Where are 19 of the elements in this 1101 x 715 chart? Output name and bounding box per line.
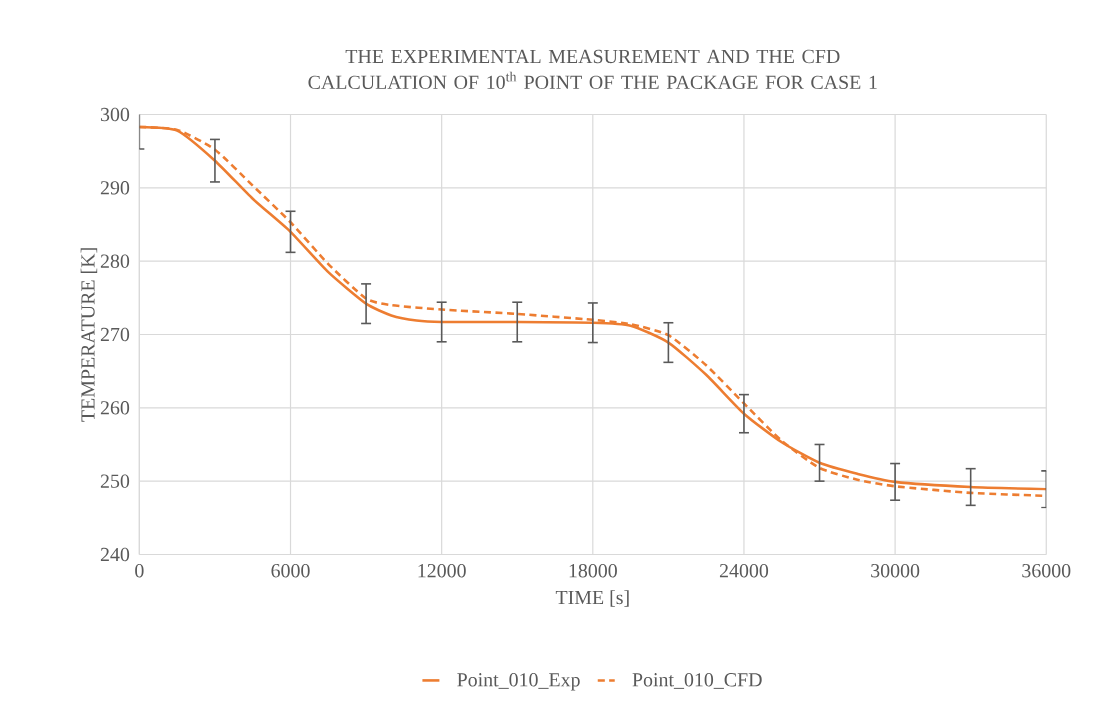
y-tick-label: 280 <box>100 254 130 268</box>
x-tick-label: 30000 <box>871 564 920 578</box>
x-tick-label: 0 <box>135 564 144 578</box>
x-axis-title: TIME [s] <box>555 590 629 607</box>
y-tick-label: 300 <box>100 107 130 122</box>
legend-label: Point_010_CFD <box>632 673 762 689</box>
y-tick-label: 250 <box>100 474 130 488</box>
x-tick-label: 12000 <box>418 564 466 578</box>
x-tick-label: 24000 <box>719 564 769 578</box>
y-tick-label: 290 <box>100 181 130 195</box>
y-axis-title: TEMPERATURE [K] <box>80 248 98 422</box>
y-tick-label: 240 <box>100 547 130 562</box>
x-tick-label: 36000 <box>1022 564 1071 578</box>
legend-label: Point_010_Exp <box>457 673 580 691</box>
chart-title: THE EXPERIMENTAL MEASUREMENT AND THE CFD CALCULATION OF 10$^{th}$ POINT OF THE PACKAGE FOR CASE 1 <box>308 49 877 90</box>
y-tick-label: 270 <box>100 327 130 342</box>
x-tick-label: 18000 <box>569 564 617 578</box>
x-tick-label: 6000 <box>271 564 310 578</box>
y-tick-label: 260 <box>100 401 130 415</box>
